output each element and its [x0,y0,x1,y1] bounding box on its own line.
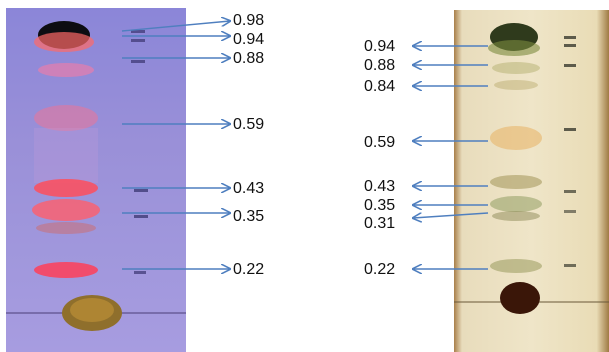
rf-label-left: 0.35 [233,209,264,225]
rf-label-right: 0.59 [364,135,395,151]
rf-label-right: 0.94 [364,39,395,55]
rf-label-left: 0.59 [233,117,264,133]
rf-label-right: 0.35 [364,198,395,214]
rf-label-right: 0.43 [364,179,395,195]
rf-label-left: 0.98 [233,13,264,29]
rf-label-right: 0.31 [364,216,395,232]
arrow-right-0-31 [413,213,488,218]
rf-label-right: 0.88 [364,58,395,74]
rf-label-left: 0.94 [233,32,264,48]
arrow-left-0-98 [122,21,230,31]
rf-label-left: 0.22 [233,262,264,278]
rf-label-right: 0.84 [364,79,395,95]
rf-label-left: 0.43 [233,181,264,197]
rf-label-right: 0.22 [364,262,395,278]
rf-label-left: 0.88 [233,51,264,67]
